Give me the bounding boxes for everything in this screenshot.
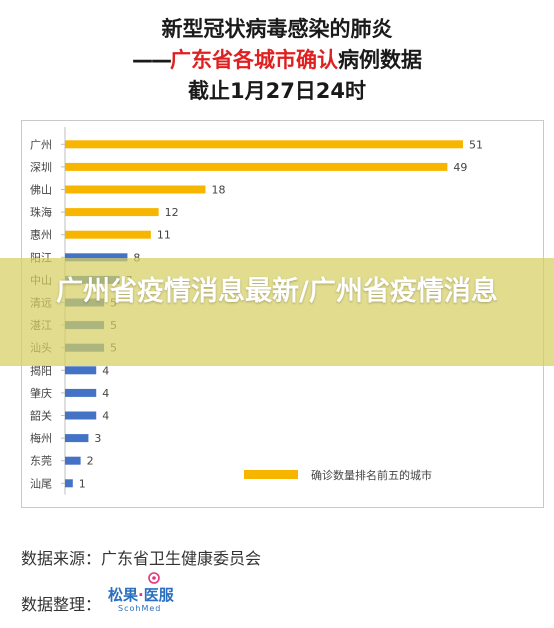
data-label: 4 (102, 364, 109, 377)
data-label: 4 (102, 387, 109, 400)
title-line-2: ——广东省各城市确认病例数据 (0, 45, 554, 76)
bar (65, 388, 97, 397)
data-label: 18 (211, 184, 225, 197)
data-label: 8 (133, 251, 140, 264)
title-line-3: 截止1月27日24时 (187, 79, 367, 103)
title-highlight: 广东省各城市确认 (170, 48, 338, 72)
chart-title: 新型冠状病毒感染的肺炎 ——广东省各城市确认病例数据 截止1月27日24时 (0, 14, 554, 107)
data-source: 数据来源：广东省卫生健康委员会 (21, 549, 262, 568)
category-label: 肇庆 (30, 386, 52, 400)
category-label: 深圳 (30, 161, 52, 174)
data-label: 4 (102, 410, 109, 423)
data-label: 2 (87, 455, 94, 468)
bar (65, 456, 81, 465)
data-label: 3 (94, 432, 101, 445)
logo-text-b: 医服 (143, 586, 174, 604)
logo-text-a: 松果 (108, 586, 139, 604)
logo-text: 松果·医服 (108, 584, 174, 605)
bar (65, 230, 151, 239)
category-label: 揭阳 (30, 363, 52, 377)
logo-text-dot: · (138, 586, 144, 604)
bar (65, 366, 97, 375)
overlay-banner-text: 广州省疫情消息最新/广州省疫情消息 (56, 276, 498, 307)
category-label: 韶关 (30, 409, 52, 423)
pinecone-icon (148, 572, 160, 584)
category-label: 珠海 (30, 205, 52, 219)
category-label: 佛山 (30, 184, 52, 197)
category-label: 惠州 (30, 228, 52, 242)
title-line-1: 新型冠状病毒感染的肺炎 (161, 17, 393, 41)
bar (65, 140, 463, 149)
bar (65, 162, 448, 171)
bar (65, 479, 73, 488)
data-label: 12 (165, 206, 179, 219)
data-label: 49 (453, 161, 467, 174)
category-label: 梅州 (30, 431, 52, 445)
data-label: 1 (79, 477, 86, 490)
category-label: 广州 (30, 138, 52, 151)
logo-subtext: ScohMed (118, 604, 162, 613)
overlay-banner (0, 258, 554, 366)
bar (65, 434, 89, 443)
bar (65, 185, 206, 194)
scohmed-logo: 松果·医服 ScohMed (108, 572, 190, 614)
data-label: 51 (469, 138, 483, 151)
legend-label: 确诊数量排名前五的城市 (311, 468, 432, 482)
bar (65, 411, 97, 420)
category-label: 东莞 (30, 455, 52, 468)
bar (65, 208, 159, 217)
data-organizer-label: 数据整理： (21, 595, 102, 614)
legend-swatch (244, 470, 298, 479)
category-label: 汕尾 (30, 477, 52, 490)
data-label: 11 (157, 229, 171, 242)
bar (65, 253, 128, 262)
title-dash: —— (132, 48, 172, 72)
title-line-2-rest: 病例数据 (338, 48, 422, 72)
